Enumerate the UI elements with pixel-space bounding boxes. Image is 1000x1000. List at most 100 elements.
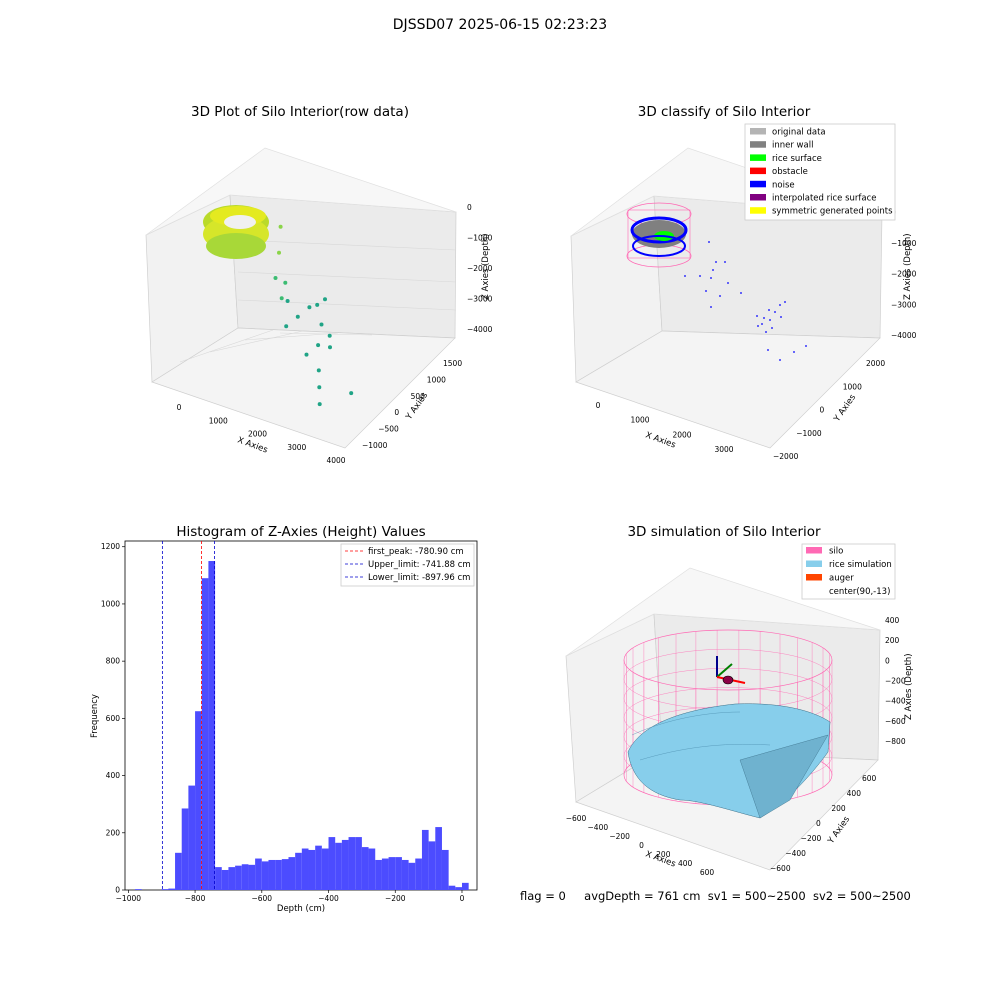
classify-noise-point [708, 241, 710, 243]
sv2-readout: sv2 = 500~2500 [812, 889, 911, 903]
raw-z-ticks: 0 −1000 −2000 −3000 −4000 [467, 203, 493, 334]
histogram-bar [135, 889, 142, 890]
histogram-y-tick-label: 600 [106, 714, 121, 723]
raw-y-tick-label: 0 [394, 408, 399, 417]
classify-y-ticks: −2000 −1000 0 1000 2000 [773, 359, 885, 461]
raw-data-point [279, 296, 284, 301]
classify-noise-point [710, 306, 712, 308]
classify-noise-point [793, 351, 795, 353]
classify-noise-point [757, 325, 759, 327]
histogram-bar [348, 837, 356, 890]
raw-data-point [323, 297, 327, 302]
classify-silo [626, 202, 692, 268]
classify-legend-label: inner wall [772, 141, 813, 151]
histogram-bar [435, 827, 442, 890]
histogram-bar [401, 859, 409, 890]
sv1-readout: sv1 = 500~2500 [707, 889, 806, 903]
raw-data-point [278, 224, 283, 229]
histogram-bar [228, 867, 236, 890]
classify-z-tick-label: −2000 [891, 270, 917, 279]
classify-legend-swatch [750, 154, 766, 161]
classify-noise-point [779, 304, 781, 306]
classify-noise-point [719, 295, 721, 297]
histogram-bar [368, 848, 376, 890]
raw-silo-ring [203, 205, 269, 259]
raw-data-point [328, 345, 332, 350]
histogram-bar [441, 849, 449, 890]
simulation-x-tick-label: −400 [588, 823, 609, 832]
simulation-z-tick-label: −200 [885, 677, 906, 686]
raw-data-point [349, 391, 354, 396]
histogram-bar [301, 848, 309, 890]
panel-raw-3d: 3D Plot of Silo Interior(row data) 0 1000… [145, 104, 493, 465]
simulation-z-tick-label: 200 [885, 636, 900, 645]
histogram-bar [215, 867, 222, 890]
classify-noise-point [763, 317, 765, 319]
simulation-y-tick-label: 0 [816, 819, 821, 828]
histogram-plot-area [124, 540, 478, 891]
classify-legend-swatch [750, 141, 766, 148]
classify-noise-point [699, 275, 701, 277]
classify-noise-point [740, 292, 742, 294]
raw-z-tick-label: −4000 [467, 325, 493, 334]
histogram-x-tick-label: −600 [251, 894, 272, 903]
raw-data-point [295, 314, 300, 319]
histogram-bar [321, 848, 329, 890]
simulation-x-tick-label: −200 [609, 832, 630, 841]
histogram-bar [361, 847, 369, 890]
classify-noise-point [705, 290, 707, 292]
histogram-bar [168, 888, 176, 890]
simulation-x-tick-label: 0 [639, 841, 644, 850]
raw-z-tick-label: −3000 [467, 295, 493, 304]
histogram-bar [281, 859, 289, 890]
histogram-y-label: Frequency [90, 694, 100, 738]
classify-noise-point [780, 316, 782, 318]
histogram-legend-label: first_peak: -780.90 cm [368, 547, 464, 557]
classify-noise-point [715, 261, 717, 263]
avg-depth-readout: avgDepth = 761 cm [584, 889, 701, 903]
raw-y-tick-label: 500 [411, 392, 426, 401]
histogram-legend-label: Upper_limit: -741.88 cm [368, 560, 471, 570]
raw-plot-title: 3D Plot of Silo Interior(row data) [191, 104, 409, 120]
classify-legend: original data inner wall rice surface obsta… [744, 123, 896, 221]
classify-noise-point [684, 275, 686, 277]
simulation-legend-label: auger [829, 574, 854, 584]
simulation-rice-surface [627, 703, 831, 819]
simulation-z-tick-label: 0 [885, 656, 890, 665]
histogram-bar [328, 837, 336, 890]
classify-y-tick-label: 2000 [866, 359, 885, 368]
simulation-x-ticks: −600−400−200 0 200 400 600 [566, 814, 715, 877]
flag-readout: flag = 0 [520, 889, 566, 903]
simulation-y-tick-label: −400 [785, 849, 806, 858]
histogram-x-ticks: −1000 −800 −600 −400 −200 0 [116, 890, 465, 903]
histogram-x-tick-label: 0 [460, 894, 465, 903]
simulation-y-tick-label: 200 [831, 804, 846, 813]
histogram-bars [135, 561, 469, 890]
raw-x-tick-label: 3000 [287, 443, 306, 452]
histogram-bar [421, 829, 429, 890]
histogram-bar [415, 858, 422, 890]
simulation-legend-swatch [806, 574, 822, 581]
classify-x-ticks: 0 1000 2000 3000 [596, 401, 734, 454]
raw-y-tick-label: 1500 [443, 359, 462, 368]
raw-z-tick-label: −2000 [467, 264, 493, 273]
classify-x-tick-label: 0 [596, 401, 601, 410]
histogram-y-tick-label: 800 [106, 657, 121, 666]
histogram-bar [295, 852, 302, 890]
classify-legend-label: interpolated rice surface [772, 194, 877, 204]
histogram-bar [355, 837, 362, 890]
panel-simulation-3d: 3D simulation of Silo Interior −600−400−… [565, 524, 914, 877]
classify-z-label: Z Axies (Depth) [903, 233, 913, 300]
histogram-bar [275, 859, 282, 890]
histogram-y-tick-label: 0 [115, 886, 120, 895]
classify-noise-point [769, 319, 771, 321]
classify-noise-point [724, 261, 726, 263]
raw-y-tick-label: 1000 [427, 375, 446, 384]
classify-z-tick-label: −1000 [891, 239, 917, 248]
raw-x-tick-label: 1000 [209, 416, 228, 425]
histogram-bar [341, 839, 349, 890]
simulation-x-tick-label: 400 [678, 859, 693, 868]
raw-data-point [316, 343, 321, 348]
classify-noise-points [684, 241, 807, 361]
classify-noise-point [805, 345, 807, 347]
